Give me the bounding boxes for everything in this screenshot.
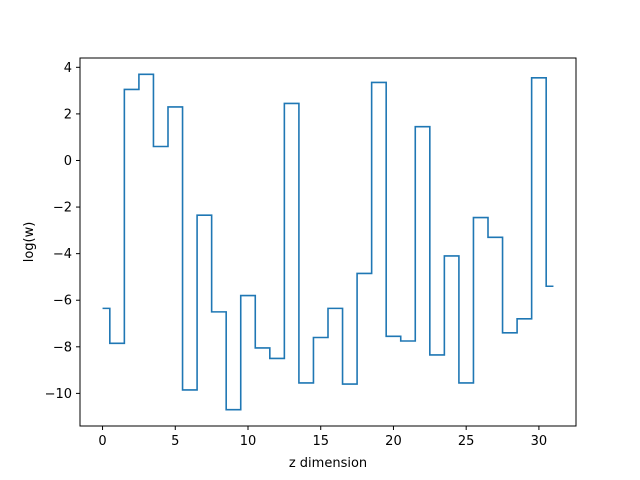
axes-frame [79, 57, 577, 427]
x-tick-label: 5 [171, 434, 179, 449]
y-tick-label: −6 [53, 294, 72, 309]
y-tick-label: 0 [64, 154, 72, 169]
x-ticks: 0 5 10 15 20 25 30 [98, 426, 547, 449]
y-tick-label: −4 [53, 247, 72, 262]
x-tick-label: 30 [531, 434, 548, 449]
y-tick-label: 2 [64, 107, 72, 122]
x-tick-label: 10 [240, 434, 257, 449]
y-tick-label: 4 [64, 61, 72, 76]
x-tick-label: 0 [98, 434, 106, 449]
x-tick-label: 15 [312, 434, 329, 449]
series-line [102, 73, 554, 411]
y-ticks: −10 −8 −6 −4 −2 0 2 4 [45, 61, 80, 402]
y-tick-label: −2 [53, 201, 72, 216]
plot-area [80, 58, 576, 426]
x-axis-label: z dimension [289, 456, 367, 471]
y-tick-label: −8 [53, 340, 72, 355]
x-tick-label: 20 [385, 434, 402, 449]
y-tick-label: −10 [45, 387, 72, 402]
y-axis-label: log(w) [22, 222, 37, 263]
x-tick-label: 25 [458, 434, 475, 449]
